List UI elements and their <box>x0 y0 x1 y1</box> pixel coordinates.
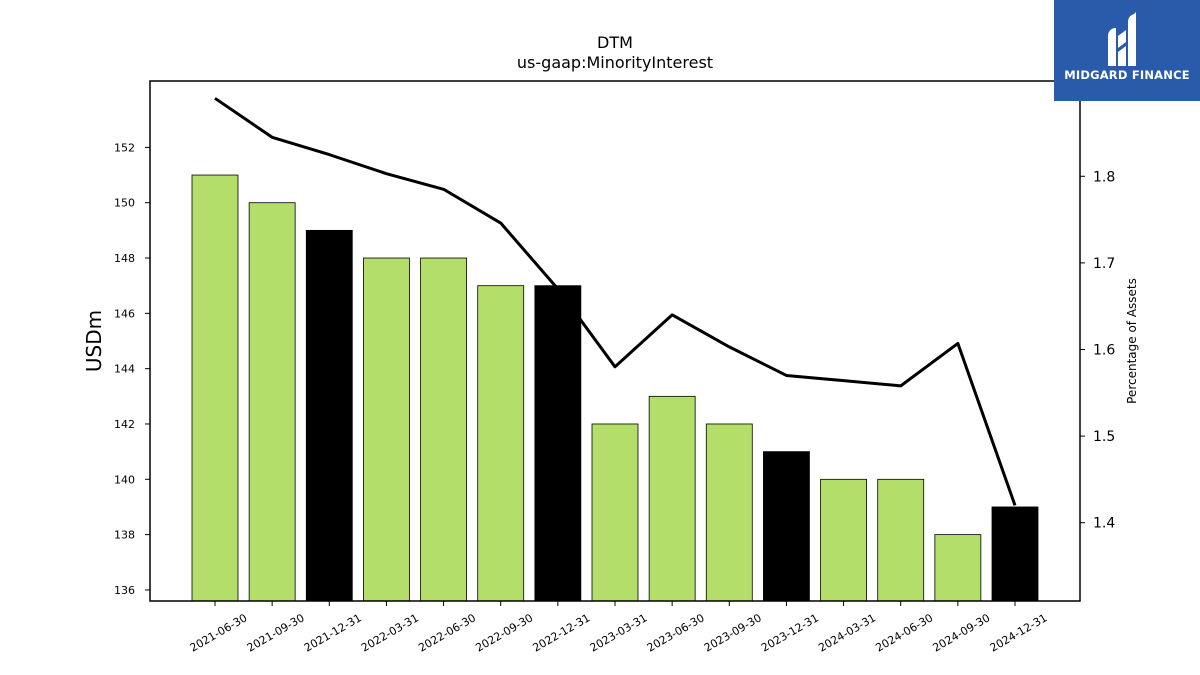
y-tick-label: 138 <box>114 529 135 542</box>
x-tick-label: 2021-09-30 <box>245 611 307 654</box>
bar-2021-06-30 <box>191 174 239 602</box>
y-tick-label: 150 <box>114 197 135 210</box>
line-group <box>214 97 1017 506</box>
bar-2024-03-31 <box>820 478 867 602</box>
bar-2024-06-30 <box>877 478 925 602</box>
x-tick-label: 2022-09-30 <box>473 611 535 654</box>
bar-2022-12-31 <box>534 285 582 602</box>
x-tick-label: 2023-03-31 <box>588 611 650 654</box>
y-tick-label: 144 <box>114 363 135 376</box>
y2-axis-label: Percentage of Assets <box>1125 278 1139 404</box>
bar-2024-09-30 <box>934 534 982 602</box>
y2-tick-label: 1.8 <box>1093 169 1115 185</box>
bar-2024-12-31 <box>991 506 1039 602</box>
y2-tick-label: 1.5 <box>1093 429 1115 445</box>
x-tick-label: 2022-12-31 <box>530 611 592 654</box>
y-tick-label: 148 <box>114 252 135 265</box>
chart-subtitle: us-gaap:MinorityInterest <box>517 53 713 72</box>
x-tick-label: 2023-09-30 <box>702 611 764 654</box>
bar-2021-09-30 <box>248 202 296 602</box>
x-tick-label: 2021-06-30 <box>188 611 250 654</box>
y-tick-label: 142 <box>114 418 135 431</box>
y2-tick-label: 1.6 <box>1093 342 1115 358</box>
y-tick-label: 136 <box>114 584 135 597</box>
bar-2023-03-31 <box>591 423 639 602</box>
bar-2022-03-31 <box>363 257 410 602</box>
x-tick-label: 2023-06-30 <box>645 611 707 654</box>
x-tick-label: 2023-12-31 <box>759 611 821 654</box>
chart-title: DTM <box>597 33 633 52</box>
logo-mark-icon <box>1108 12 1136 66</box>
y-tick-label: 152 <box>114 141 135 154</box>
bars-group <box>191 174 1039 602</box>
x-tick-label: 2022-06-30 <box>416 611 478 654</box>
bar-2023-09-30 <box>705 423 753 602</box>
bar-2021-12-31 <box>305 229 353 602</box>
y-tick-label: 146 <box>114 307 135 320</box>
bar-2023-06-30 <box>648 395 696 602</box>
x-tick-label: 2022-03-31 <box>359 611 421 654</box>
bar-2023-12-31 <box>763 451 810 602</box>
logo-text: MIDGARD FINANCE <box>1064 68 1190 82</box>
x-tick-label: 2024-09-30 <box>930 611 992 654</box>
x-tick-label: 2024-12-31 <box>988 611 1050 654</box>
y2-tick-label: 1.7 <box>1093 256 1115 272</box>
x-tick-label: 2024-03-31 <box>816 611 878 654</box>
bar-2022-09-30 <box>477 285 525 602</box>
bar-2022-06-30 <box>420 257 467 602</box>
midgard-finance-logo: MIDGARD FINANCE <box>1054 0 1200 101</box>
y-tick-label: 140 <box>114 473 135 486</box>
x-tick-label: 2021-12-31 <box>302 611 364 654</box>
line-series-percentage-of-assets <box>214 97 1017 506</box>
y2-tick-label: 1.4 <box>1093 516 1115 532</box>
y-axis-label: USDm <box>82 310 106 372</box>
x-tick-label: 2024-06-30 <box>873 611 935 654</box>
